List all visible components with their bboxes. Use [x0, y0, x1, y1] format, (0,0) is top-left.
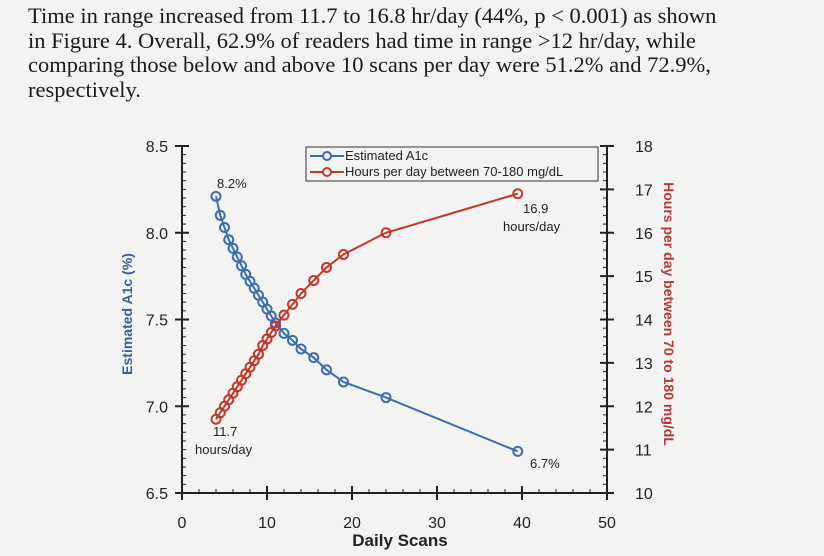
y-right-tick-label: 12 [635, 399, 653, 416]
legend-box [305, 146, 599, 182]
paragraph-text: Time in range increased from 11.7 to 16.… [28, 3, 818, 102]
paragraph-line: in Figure 4. Overall, 62.9% of readers h… [28, 27, 696, 53]
y-left-tick-label: 7.0 [146, 399, 168, 416]
legend-marker-a1c [322, 151, 332, 161]
y-right-tick-label: 14 [635, 313, 653, 330]
series-line-a1c [215, 196, 519, 453]
data-point-a1c [287, 334, 298, 346]
annotation-hours-start-unit: hours/day [195, 442, 253, 457]
y-right-tick-label: 18 [635, 139, 653, 156]
x-tick-label: 40 [513, 515, 531, 532]
data-point-a1c [295, 343, 307, 355]
data-point-a1c [338, 376, 349, 388]
series-layer [210, 188, 524, 457]
x-tick-label: 20 [343, 515, 361, 532]
data-point-a1c [227, 242, 239, 254]
paragraph-line: Time in range increased from 11.7 to 16.… [28, 3, 717, 28]
annotation-hours-start-value: 11.7 [213, 424, 237, 439]
data-point-hours [278, 309, 290, 321]
y-right-tick-label: 10 [635, 486, 653, 503]
y-right-tick-label: 13 [635, 356, 653, 373]
paragraph-line: respectively. [28, 76, 141, 102]
data-point-hours [512, 188, 524, 200]
legend: Estimated A1c Hours per day between 70-1… [305, 146, 599, 182]
annotation-a1c-start: 8.2% [217, 176, 247, 191]
y-right-tick-label: 17 [635, 182, 653, 199]
x-tick-label: 30 [428, 515, 446, 532]
annotation-a1c-end: 6.7% [530, 456, 560, 471]
paragraph-line: comparing those below and above 10 scans… [28, 52, 711, 77]
data-point-a1c [214, 209, 226, 221]
axes: 6.5 7.0 7.5 8.0 8.5 10 11 12 13 14 15 16 17 18 0 10 20 30… [146, 139, 653, 532]
data-point-a1c [219, 222, 230, 234]
data-point-a1c [223, 234, 235, 246]
data-point-a1c [308, 352, 320, 364]
y-left-axis-title: Estimated A1c (%) [119, 253, 135, 375]
data-point-a1c [278, 327, 290, 339]
y-left-tick-label: 6.5 [146, 486, 168, 503]
data-point-hours [295, 287, 307, 299]
y-right-axis-title: Hours per day between 70 to 180 mg/dL [661, 182, 677, 446]
legend-label-hours: Hours per day between 70-180 mg/dL [345, 164, 563, 179]
data-point-hours [338, 248, 349, 260]
data-point-a1c [512, 445, 524, 457]
x-axis-title: Daily Scans [352, 531, 447, 550]
data-point-hours [270, 320, 281, 332]
y-right-tick-label: 15 [635, 269, 653, 286]
data-point-hours [321, 261, 332, 273]
y-right-tick-label: 16 [635, 226, 653, 243]
data-point-hours [380, 227, 392, 239]
legend-marker-hours [322, 167, 332, 177]
x-tick-label: 0 [178, 515, 187, 532]
data-point-a1c [210, 190, 222, 202]
data-point-a1c [321, 364, 332, 376]
annotations: 8.2% 6.7% 11.7 hours/day 16.9 hours/day [195, 176, 561, 471]
x-tick-label: 10 [258, 515, 276, 532]
y-right-tick-label: 11 [635, 443, 652, 460]
y-left-tick-label: 7.5 [146, 313, 168, 330]
y-left-tick-label: 8.5 [146, 139, 168, 156]
data-point-hours [253, 348, 264, 360]
y-left-tick-label: 8.0 [146, 226, 168, 243]
x-tick-label: 50 [598, 515, 616, 532]
data-point-a1c [236, 260, 247, 272]
annotation-hours-end-value: 16.9 [523, 201, 548, 216]
legend-label-a1c: Estimated A1c [345, 148, 429, 163]
data-point-hours [308, 274, 320, 286]
data-point-hours [287, 298, 298, 310]
data-point-a1c [231, 251, 243, 263]
annotation-hours-end-unit: hours/day [503, 219, 561, 234]
data-point-a1c [380, 392, 392, 404]
